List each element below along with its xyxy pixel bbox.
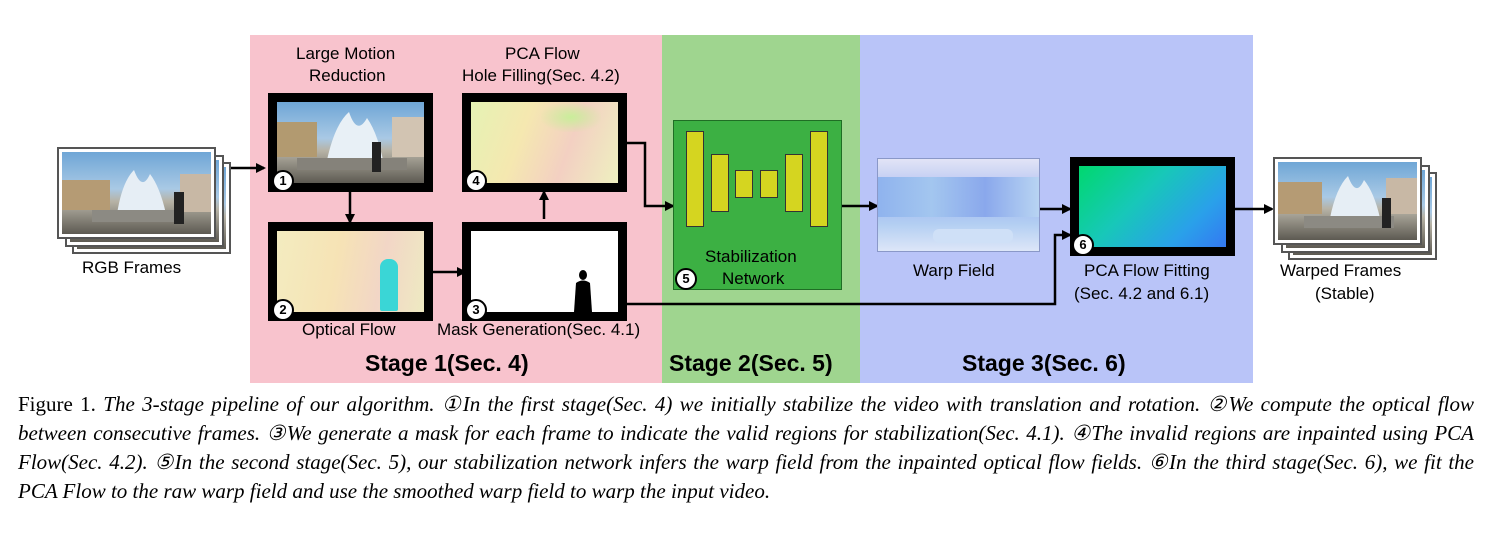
badge-6: 6 <box>1072 234 1094 256</box>
network-bar-3 <box>735 170 753 198</box>
network-bar-5 <box>785 154 803 212</box>
large-motion-label-line2: Reduction <box>309 66 386 85</box>
badge-3: 3 <box>465 299 487 321</box>
pca-hole-label-line1: PCA Flow <box>505 44 580 63</box>
network-bar-4 <box>760 170 778 198</box>
warped-frames-label-line1: Warped Frames <box>1280 261 1402 280</box>
mask-silhouette <box>574 270 592 312</box>
warped-frame-front <box>1273 157 1422 245</box>
pca-fit-frame <box>1070 157 1235 256</box>
stage-3-title: Stage 3(Sec. 6) <box>962 350 1126 376</box>
pca-fit-label-line1: PCA Flow Fitting <box>1084 261 1210 280</box>
optical-flow-figure <box>380 259 398 311</box>
stabilization-net-label-line2: Network <box>722 269 785 288</box>
arrow-frame4-to-network <box>626 141 675 211</box>
network-bar-2 <box>711 154 729 212</box>
badge-5: 5 <box>675 268 697 290</box>
warped-frames-label-line2: (Stable) <box>1315 284 1375 303</box>
badge-1: 1 <box>272 170 294 192</box>
caption-lead: Figure 1. <box>18 392 96 416</box>
stabilization-network-box <box>673 120 842 290</box>
badge-2: 2 <box>272 299 294 321</box>
rgb-frame-front <box>57 147 216 239</box>
warp-field-image <box>877 158 1040 252</box>
fountain-scene <box>62 170 211 224</box>
mask-frame <box>462 222 627 321</box>
stage-2-title: Stage 2(Sec. 5) <box>669 350 833 376</box>
large-motion-label-line1: Large Motion <box>296 44 396 63</box>
optical-flow-frame <box>268 222 433 321</box>
pca-hole-label-line2: Hole Filling(Sec. 4.2) <box>462 66 620 85</box>
rgb-frames-label: RGB Frames <box>82 258 182 277</box>
stage-1-title: Stage 1(Sec. 4) <box>365 350 529 376</box>
network-bar-6 <box>810 131 828 227</box>
network-bar-1 <box>686 131 704 227</box>
stabilization-net-label-line1: Stabilization <box>705 247 797 266</box>
arrow-mask-to-pca <box>626 230 1072 306</box>
optical-flow-label: Optical Flow <box>302 320 396 339</box>
caption-body: The 3-stage pipeline of our algorithm. ①… <box>18 392 1474 503</box>
warp-field-label: Warp Field <box>913 261 995 280</box>
pca-fit-label-line2: (Sec. 4.2 and 6.1) <box>1074 284 1210 303</box>
figure-caption: Figure 1. The 3-stage pipeline of our al… <box>18 390 1474 506</box>
large-motion-frame <box>268 93 433 192</box>
badge-4: 4 <box>465 170 487 192</box>
mask-generation-label: Mask Generation(Sec. 4.1) <box>437 320 641 339</box>
pca-hole-frame <box>462 93 627 192</box>
